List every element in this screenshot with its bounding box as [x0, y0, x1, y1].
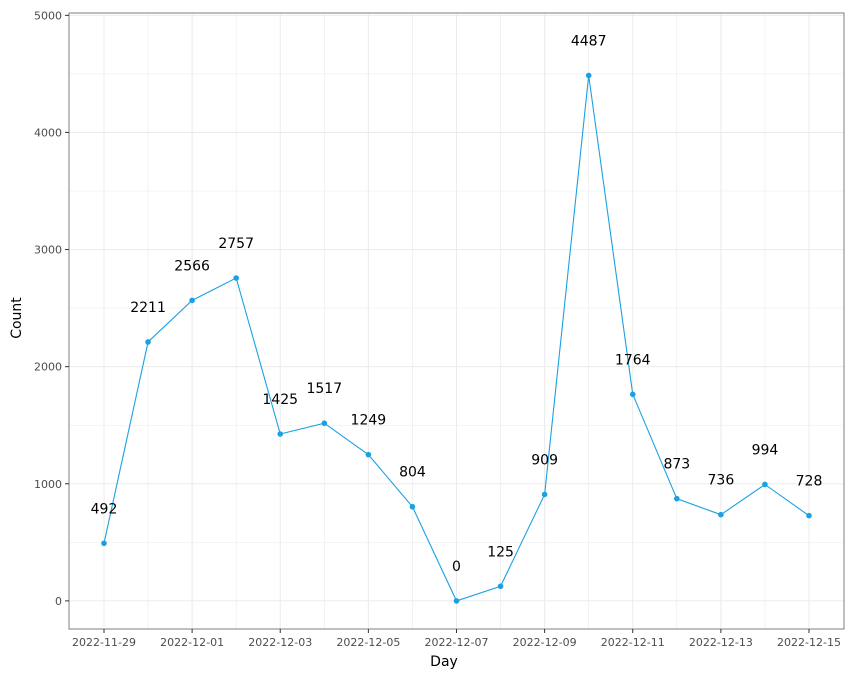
x-tick-label: 2022-12-13: [689, 636, 753, 649]
y-tick-label: 2000: [34, 361, 62, 374]
data-point: [497, 583, 504, 590]
data-point: [321, 420, 328, 427]
x-tick-label: 2022-12-05: [336, 636, 400, 649]
data-point: [806, 512, 812, 519]
y-tick-label: 5000: [34, 9, 62, 22]
data-point: [674, 495, 680, 502]
data-point: [762, 481, 768, 488]
data-label: 909: [531, 452, 558, 468]
x-axis-title: Day: [430, 654, 458, 670]
x-tick-label: 2022-11-29: [72, 636, 136, 649]
data-point: [365, 451, 372, 458]
data-point: [541, 491, 548, 498]
y-tick-label: 0: [55, 595, 62, 608]
data-label: 2566: [174, 258, 210, 274]
data-point: [718, 511, 724, 518]
data-label: 1517: [306, 381, 342, 397]
data-point: [585, 72, 592, 79]
data-label: 1249: [351, 413, 387, 429]
data-point: [629, 391, 636, 398]
axes: 0 1000 2000 3000 4000 5000 2022-11-29 2022-12-0…: [34, 9, 841, 649]
x-tick-label: 2022-12-01: [160, 636, 224, 649]
x-tick-label: 2022-12-11: [601, 636, 665, 649]
y-tick-label: 4000: [34, 126, 62, 139]
data-labels: 492 2211 2566 2757 1425 1517 1249 804 0 125 909 448…: [91, 33, 823, 574]
series: [101, 72, 812, 604]
data-point: [409, 503, 416, 510]
x-tick-label: 2022-12-09: [513, 636, 577, 649]
data-label: 2211: [130, 300, 166, 316]
data-label: 1425: [262, 392, 298, 408]
data-label: 2757: [218, 236, 254, 252]
data-label: 994: [752, 442, 779, 458]
data-label: 728: [796, 474, 823, 490]
data-point: [145, 339, 151, 345]
data-label: 125: [487, 544, 514, 560]
x-tick-label: 2022-12-03: [248, 636, 312, 649]
data-point: [189, 297, 195, 304]
y-axis-title: Count: [9, 297, 25, 339]
grid-lines: [69, 13, 844, 629]
data-point: [101, 540, 107, 547]
y-tick-label: 1000: [34, 478, 62, 491]
data-label: 736: [708, 473, 735, 489]
x-tick-label: 2022-12-15: [777, 636, 841, 649]
data-label: 0: [452, 559, 461, 575]
data-point: [277, 431, 284, 437]
data-label: 4487: [571, 33, 607, 49]
data-label: 804: [399, 465, 426, 481]
data-point: [453, 598, 460, 604]
data-point: [233, 275, 239, 281]
data-label: 873: [663, 457, 690, 473]
data-label: 492: [91, 501, 118, 517]
data-label: 1764: [615, 352, 651, 368]
y-tick-label: 3000: [34, 244, 62, 257]
x-tick-label: 2022-12-07: [425, 636, 489, 649]
